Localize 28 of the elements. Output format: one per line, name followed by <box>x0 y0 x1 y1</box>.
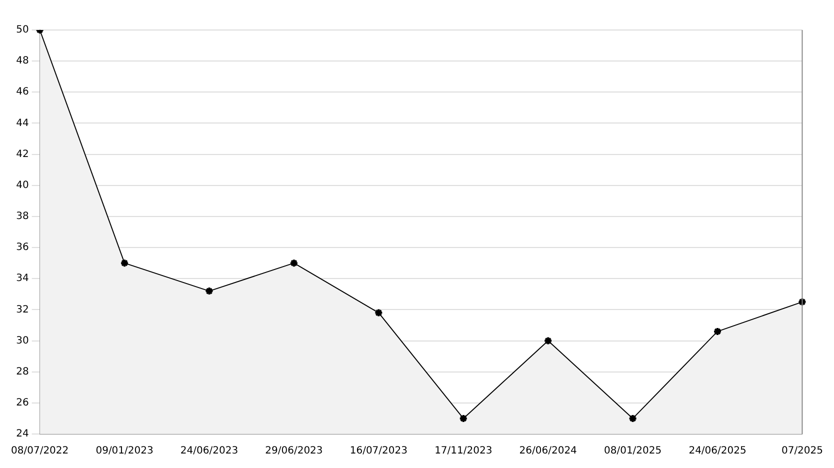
x-tick-label: 24/06/2025 <box>688 446 746 457</box>
x-tick-label: 09/01/2023 <box>96 446 154 457</box>
x-tick-label: 07/2025 <box>781 446 823 457</box>
y-tick-label: 34 <box>16 273 29 284</box>
x-tick-label: 08/01/2025 <box>604 446 662 457</box>
point <box>289 258 298 268</box>
x-tick-label: 16/07/2023 <box>350 446 408 457</box>
y-tick-label: 32 <box>16 304 29 316</box>
y-tick-label: 46 <box>16 86 29 98</box>
x-tick-label: 29/06/2023 <box>265 446 323 457</box>
y-tick-label: 38 <box>16 211 29 222</box>
y-tick-label: 30 <box>16 335 29 346</box>
y-tick-label: 40 <box>16 180 29 191</box>
point <box>120 258 130 268</box>
x-tick-label: 24/06/2023 <box>180 446 238 457</box>
x-tick-label: 26/06/2024 <box>519 446 577 457</box>
x-tick-label: 08/07/2022 <box>11 446 69 457</box>
point <box>374 308 384 318</box>
x-tick-label: 17/11/2023 <box>434 446 492 457</box>
y-tick-label: 36 <box>16 242 29 254</box>
y-tick-label: 48 <box>16 56 29 67</box>
y-tick-label: 26 <box>16 398 29 409</box>
y-tick-label: 50 <box>16 24 29 36</box>
y-tick-label: 24 <box>16 428 29 440</box>
y-tick-label: 44 <box>16 118 29 129</box>
y-tick-label: 42 <box>16 148 29 160</box>
point <box>544 336 553 346</box>
y-tick-label: 28 <box>16 366 29 378</box>
